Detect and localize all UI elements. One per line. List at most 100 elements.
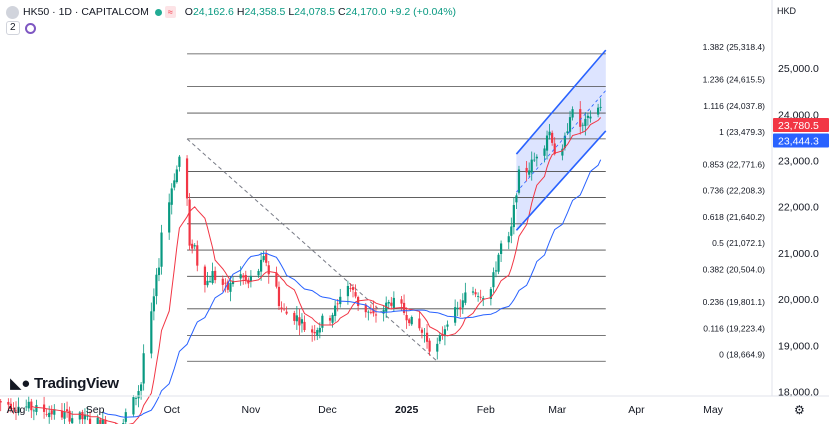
legend-header: HK50 · 1D · CAPITALCOM ≈ O 24,162.6 H 24… [6,4,456,20]
candle [369,304,372,315]
candle [0,399,2,412]
candle-body [533,159,536,161]
tradingview-logo-icon: ◣● [10,375,30,392]
candle [63,403,66,429]
candle [14,401,18,420]
candle [402,294,406,316]
candle-body [339,296,342,305]
candle-body [436,343,439,352]
candle-body [331,314,334,323]
candle [390,296,393,310]
time-tick-3: Nov [242,404,261,416]
candle-body [316,330,319,336]
candle [45,408,48,417]
candle-body [300,319,304,324]
candle [418,312,421,331]
candle-body [242,275,245,278]
candle [122,418,125,429]
settings-gear-icon[interactable]: ⚙ [794,403,805,417]
candle-body [571,109,574,118]
candle [459,299,462,318]
time-tick-8: Apr [628,404,645,416]
candle [336,299,339,312]
candle-body [99,419,102,429]
candle-body [586,115,589,118]
candle-body [477,296,480,297]
candle [535,154,538,167]
candle-body [191,243,194,249]
candle [78,410,81,424]
indicator-count[interactable]: 2 [6,21,20,35]
candle [275,266,278,289]
change-value: +9.2 (+0.04%) [389,6,457,18]
candle-body [374,314,378,316]
candle-body [566,131,569,134]
currency-label[interactable]: HKD [777,6,797,16]
candle [134,396,138,406]
candle [300,313,304,333]
candle [425,323,429,349]
candle-body [173,180,176,188]
candle-body [178,156,181,167]
indicator-row: 2 [6,21,36,35]
fib-label-5: 0.736 (22,208.3) [703,186,766,196]
candle-body [543,148,546,156]
time-tick-6: Feb [477,404,495,416]
candle-body [45,413,48,415]
price-tick-2: 20,000.0 [778,294,819,306]
candle [382,305,385,322]
price-label-1: 23,444.3 [778,135,819,147]
candle [533,152,536,162]
candle [193,243,196,250]
candle-body [334,305,337,316]
fib-label-4: 0.853 (22,771.6) [703,160,766,170]
indicator-icon[interactable] [24,22,36,34]
candle [224,278,227,293]
candle-body [96,417,99,425]
candle-body [336,303,339,305]
candle [140,382,143,400]
candle [206,271,209,288]
fib-label-3: 1 (23,479.3) [719,127,765,137]
candle [543,145,546,163]
candle [436,337,439,360]
candle-body [589,116,592,119]
candle [157,258,161,282]
candle-body [60,410,64,418]
candle [515,193,518,210]
candle-body [160,232,163,267]
fib-label-2: 1.116 (24,037.8) [703,101,765,111]
candle [188,193,191,251]
candle-body [298,317,301,326]
candle-body [53,409,56,415]
candle [185,155,189,206]
candle-body [428,340,431,352]
candle [479,289,482,301]
high-label: H [236,6,245,18]
candle [83,408,87,425]
candle-body [142,353,145,384]
candle [328,315,332,325]
candle [53,404,56,420]
candle-body [293,312,296,321]
candle-body [499,243,503,255]
candle [211,262,214,285]
candle-body [443,329,447,337]
candle [461,293,464,314]
price-label-0: 23,780.5 [778,120,819,132]
candle [525,161,528,182]
wave-icon[interactable]: ≈ [164,6,176,18]
candle-body [405,315,408,321]
candle-body [50,410,53,415]
candle-body [249,275,252,282]
candle-body [372,309,375,314]
candle [420,327,424,339]
low-label: L [288,6,295,18]
symbol-title[interactable]: HK50 · 1D · CAPITALCOM [23,6,149,18]
candle [410,315,413,326]
candle [249,270,252,288]
logo-text: TradingView [34,374,119,392]
candle-body [346,285,350,297]
